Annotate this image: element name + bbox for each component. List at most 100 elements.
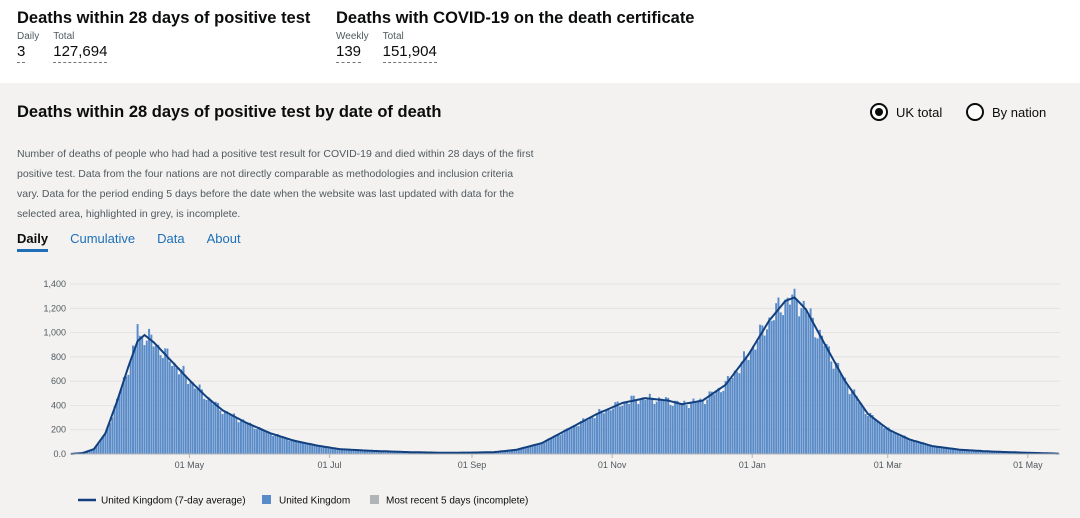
daily-bar	[368, 450, 371, 454]
daily-bar	[768, 317, 771, 454]
daily-bar	[933, 446, 936, 454]
x-tick-label: 01 Jan	[739, 460, 766, 470]
daily-bar	[504, 450, 507, 454]
daily-bar	[191, 382, 194, 454]
daily-bar	[214, 401, 217, 454]
daily-bar	[292, 439, 295, 454]
daily-bar	[864, 413, 867, 454]
tab-about[interactable]: About	[206, 231, 241, 246]
metric-value[interactable]: 151,904	[382, 43, 437, 63]
daily-bar	[375, 450, 378, 454]
daily-bar	[269, 434, 272, 454]
daily-bar	[878, 421, 881, 454]
daily-bar	[724, 380, 727, 454]
daily-bar	[207, 397, 210, 454]
daily-bar	[598, 408, 601, 454]
tab-cumulative[interactable]: Cumulative	[70, 231, 136, 246]
daily-bar	[876, 421, 879, 454]
daily-bar	[237, 422, 240, 454]
daily-bar	[288, 440, 291, 454]
y-tick-label: 1,200	[43, 303, 66, 313]
daily-bar	[88, 450, 91, 454]
daily-bar	[536, 444, 539, 454]
radio-by-nation[interactable]: By nation	[966, 103, 1046, 121]
daily-bar	[242, 419, 245, 454]
daily-bar	[883, 428, 886, 454]
x-tick-label: 01 May	[1013, 460, 1043, 470]
tab-data[interactable]: Data	[157, 231, 185, 246]
daily-bar	[177, 374, 180, 454]
daily-bar	[125, 376, 128, 454]
metric-value[interactable]: 139	[336, 43, 362, 63]
daily-bar	[678, 404, 681, 454]
daily-bar	[219, 410, 222, 454]
daily-bar	[95, 446, 98, 454]
daily-bar	[917, 442, 920, 454]
daily-bar	[308, 443, 311, 454]
daily-bar	[683, 400, 686, 454]
daily-bar	[391, 451, 394, 454]
daily-bar	[341, 449, 343, 454]
daily-bar	[313, 445, 316, 454]
daily-bar	[655, 401, 658, 454]
daily-bar	[246, 423, 249, 454]
daily-bar	[756, 341, 759, 454]
daily-bar	[784, 299, 787, 454]
daily-bar	[949, 448, 952, 454]
daily-bar	[279, 436, 281, 454]
daily-bar	[258, 427, 261, 454]
daily-bar	[586, 420, 589, 454]
daily-bar	[890, 430, 892, 454]
daily-bar	[570, 427, 573, 454]
daily-bar	[90, 449, 93, 454]
daily-bar	[770, 320, 773, 454]
daily-bar	[667, 397, 670, 454]
daily-bar	[710, 391, 713, 454]
radio-label: By nation	[992, 104, 1047, 120]
legend-label: United Kingdom	[279, 496, 350, 507]
radio-uk-total[interactable]: UK total	[870, 103, 942, 121]
daily-bar	[903, 435, 906, 454]
daily-bar	[520, 448, 523, 454]
daily-bar	[984, 451, 987, 454]
daily-bar	[749, 350, 752, 454]
legend-bar-swatch	[262, 495, 271, 504]
radio-unselected-icon	[966, 103, 984, 121]
daily-bar	[217, 402, 219, 454]
daily-bar	[940, 447, 943, 454]
daily-bar	[262, 430, 265, 454]
daily-bar	[393, 451, 396, 454]
daily-bar	[132, 345, 134, 454]
daily-bar	[212, 404, 215, 454]
daily-bar	[609, 410, 612, 454]
daily-bar	[644, 399, 647, 454]
daily-bar	[979, 450, 982, 454]
x-tick-label: 01 Jul	[318, 460, 342, 470]
daily-bar	[708, 391, 711, 454]
headline-title: Deaths with COVID-19 on the death certif…	[336, 9, 695, 27]
daily-bar	[793, 288, 796, 454]
daily-bar	[733, 370, 736, 454]
daily-bar	[109, 423, 112, 454]
daily-bar	[315, 445, 318, 454]
daily-bar	[357, 450, 360, 454]
daily-bar	[301, 442, 304, 454]
daily-bar	[740, 361, 743, 454]
daily-bar	[910, 440, 913, 454]
daily-bar	[922, 442, 925, 454]
daily-bar	[625, 402, 628, 454]
metric-value[interactable]: 3	[17, 43, 26, 63]
daily-bar	[501, 451, 504, 454]
daily-bar	[159, 355, 162, 454]
daily-bar	[926, 445, 929, 454]
daily-bar	[963, 449, 966, 454]
daily-bar	[906, 437, 909, 454]
daily-bar	[120, 387, 123, 454]
daily-bar	[552, 437, 555, 454]
daily-bar	[997, 451, 1000, 454]
tab-daily[interactable]: Daily	[17, 231, 49, 252]
daily-bar	[563, 429, 566, 454]
daily-bar	[550, 437, 553, 454]
metric-value[interactable]: 127,694	[53, 43, 108, 63]
daily-bar	[669, 404, 672, 454]
